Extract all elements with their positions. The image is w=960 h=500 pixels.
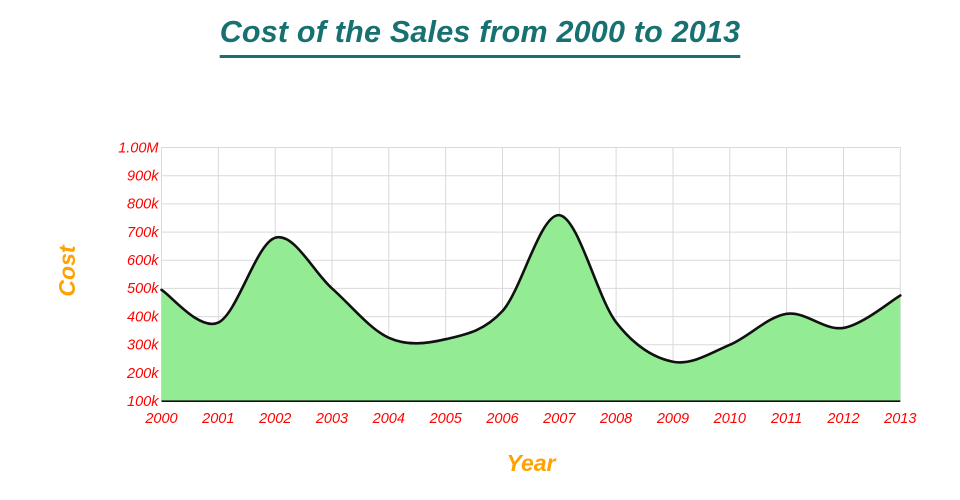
svg-text:2007: 2007 <box>542 411 576 427</box>
svg-text:100k: 100k <box>127 394 159 410</box>
svg-text:2000: 2000 <box>144 411 177 427</box>
svg-text:800k: 800k <box>127 197 159 213</box>
svg-text:2001: 2001 <box>201 411 234 427</box>
svg-text:2005: 2005 <box>429 411 463 427</box>
svg-text:2002: 2002 <box>258 411 291 427</box>
svg-text:2004: 2004 <box>372 411 405 427</box>
svg-text:1.00M: 1.00M <box>118 140 159 156</box>
svg-text:2013: 2013 <box>883 411 916 427</box>
svg-text:2010: 2010 <box>713 411 746 427</box>
svg-text:2011: 2011 <box>770 411 802 427</box>
svg-text:200k: 200k <box>126 366 159 382</box>
svg-text:2006: 2006 <box>485 411 519 427</box>
svg-text:2012: 2012 <box>826 411 859 427</box>
svg-text:2003: 2003 <box>315 411 348 427</box>
svg-text:2009: 2009 <box>656 411 689 427</box>
svg-text:500k: 500k <box>127 281 159 297</box>
svg-text:600k: 600k <box>127 253 159 269</box>
svg-text:900k: 900k <box>127 169 159 185</box>
svg-text:2008: 2008 <box>599 411 632 427</box>
svg-text:700k: 700k <box>127 225 159 241</box>
svg-text:300k: 300k <box>127 338 159 354</box>
svg-text:400k: 400k <box>127 309 159 325</box>
